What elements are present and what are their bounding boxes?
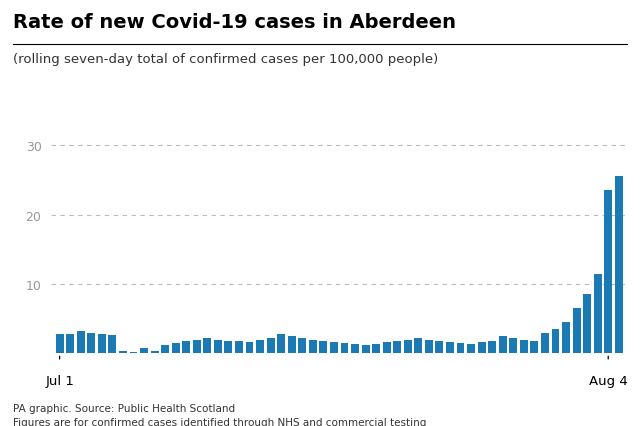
Bar bbox=[340, 343, 348, 354]
Bar bbox=[298, 338, 306, 354]
Bar bbox=[77, 331, 84, 354]
Bar bbox=[351, 344, 359, 354]
Bar bbox=[477, 343, 486, 354]
Text: Rate of new Covid-19 cases in Aberdeen: Rate of new Covid-19 cases in Aberdeen bbox=[13, 13, 456, 32]
Text: Figures are for confirmed cases identified through NHS and commercial testing: Figures are for confirmed cases identifi… bbox=[13, 417, 426, 426]
Bar bbox=[435, 341, 444, 354]
Bar bbox=[235, 341, 243, 354]
Bar bbox=[288, 336, 296, 354]
Bar bbox=[246, 343, 253, 354]
Bar bbox=[87, 333, 95, 354]
Bar bbox=[119, 351, 127, 354]
Text: Aug 4: Aug 4 bbox=[589, 374, 628, 387]
Bar bbox=[182, 341, 190, 354]
Bar bbox=[150, 351, 159, 354]
Bar bbox=[372, 344, 380, 354]
Bar bbox=[488, 341, 496, 354]
Bar bbox=[562, 322, 570, 354]
Bar bbox=[446, 343, 454, 354]
Bar bbox=[362, 345, 369, 354]
Bar bbox=[108, 336, 116, 354]
Bar bbox=[140, 348, 148, 354]
Bar bbox=[425, 340, 433, 354]
Bar bbox=[404, 340, 412, 354]
Bar bbox=[319, 341, 327, 354]
Bar bbox=[204, 338, 211, 354]
Bar bbox=[531, 341, 538, 354]
Bar bbox=[172, 343, 180, 354]
Text: Jul 1: Jul 1 bbox=[45, 374, 74, 387]
Bar bbox=[56, 334, 63, 354]
Bar bbox=[129, 352, 138, 354]
Bar bbox=[161, 345, 169, 354]
Bar bbox=[509, 338, 517, 354]
Bar bbox=[193, 340, 201, 354]
Bar bbox=[214, 340, 222, 354]
Bar bbox=[393, 341, 401, 354]
Bar bbox=[615, 177, 623, 354]
Bar bbox=[309, 340, 317, 354]
Bar bbox=[414, 338, 422, 354]
Bar bbox=[267, 338, 275, 354]
Bar bbox=[499, 336, 507, 354]
Bar bbox=[573, 308, 580, 354]
Bar bbox=[66, 334, 74, 354]
Bar bbox=[277, 334, 285, 354]
Bar bbox=[594, 274, 602, 354]
Bar bbox=[383, 343, 390, 354]
Bar bbox=[583, 295, 591, 354]
Bar bbox=[98, 334, 106, 354]
Bar bbox=[520, 340, 528, 354]
Bar bbox=[256, 340, 264, 354]
Text: (rolling seven-day total of confirmed cases per 100,000 people): (rolling seven-day total of confirmed ca… bbox=[13, 53, 438, 66]
Bar bbox=[456, 343, 465, 354]
Bar bbox=[330, 343, 338, 354]
Text: PA graphic. Source: Public Health Scotland: PA graphic. Source: Public Health Scotla… bbox=[13, 403, 235, 412]
Bar bbox=[467, 344, 475, 354]
Bar bbox=[541, 333, 549, 354]
Bar bbox=[225, 341, 232, 354]
Bar bbox=[552, 329, 559, 354]
Bar bbox=[604, 191, 612, 354]
